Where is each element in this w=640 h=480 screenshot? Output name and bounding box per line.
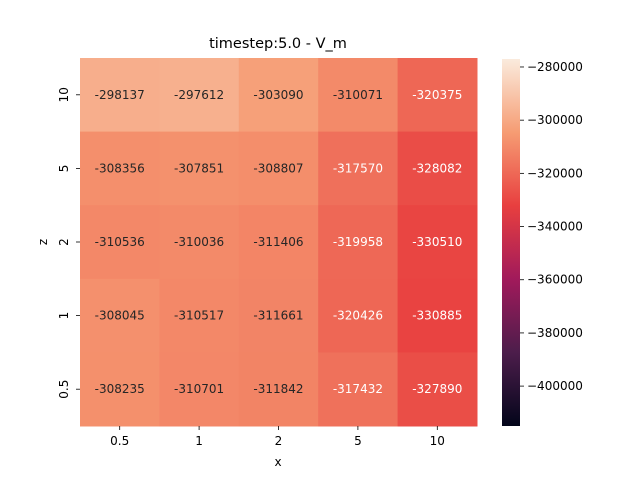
cell-value-label: -308235: [95, 382, 145, 396]
cell-value-label: -330885: [412, 309, 462, 323]
cell-value-label: -319958: [333, 235, 383, 249]
cell-value-label: -310071: [333, 88, 383, 102]
heatmap-cell: [397, 278, 478, 353]
cell-value-label: -310701: [174, 382, 224, 396]
y-axis: 10 5 2 1 0.5: [57, 87, 80, 399]
heatmap-cell: [80, 131, 160, 206]
heatmap-cell: [238, 131, 319, 206]
x-tick-label: 5: [354, 434, 362, 448]
y-tick-label: 0.5: [57, 380, 71, 399]
cell-value-label: -297612: [174, 88, 224, 102]
heatmap-cell: [159, 278, 240, 353]
heatmap-cells: [80, 58, 478, 427]
heatmap-cell: [397, 131, 478, 206]
cell-value-label: -310536: [95, 235, 145, 249]
cell-value-label: -308356: [95, 161, 145, 175]
cell-value-label: -308045: [95, 309, 145, 323]
cell-value-label: -311661: [253, 309, 303, 323]
heatmap-cell: [159, 205, 240, 280]
cell-value-label: -328082: [412, 161, 462, 175]
cell-value-label: -310517: [174, 309, 224, 323]
heatmap-cell: [318, 58, 399, 133]
cell-value-label: -307851: [174, 161, 224, 175]
colorbar-tick-label: −340000: [527, 220, 583, 234]
cell-value-label: -317570: [333, 161, 383, 175]
y-tick-label: 10: [57, 87, 71, 102]
colorbar-tick-label: −360000: [527, 273, 583, 287]
y-axis-label: z: [36, 239, 50, 245]
heatmap-cell: [80, 352, 160, 427]
heatmap-cell: [318, 131, 399, 206]
heatmap-cell: [397, 205, 478, 280]
cell-value-label: -327890: [412, 382, 462, 396]
x-tick-label: 0.5: [110, 434, 129, 448]
colorbar: [502, 59, 520, 426]
cell-value-label: -311406: [253, 235, 303, 249]
x-tick-label: 10: [430, 434, 445, 448]
cell-value-label: -330510: [412, 235, 462, 249]
cell-value-label: -311842: [253, 382, 303, 396]
cell-value-label: -317432: [333, 382, 383, 396]
cell-value-label: -320426: [333, 309, 383, 323]
cell-value-label: -303090: [253, 88, 303, 102]
heatmap-cell: [159, 352, 240, 427]
x-tick-label: 1: [195, 434, 203, 448]
y-tick-label: 1: [57, 312, 71, 320]
colorbar-tick-label: −400000: [527, 379, 583, 393]
x-tick-label: 2: [275, 434, 283, 448]
colorbar-tick-label: −300000: [527, 113, 583, 127]
heatmap-cell: [238, 278, 319, 353]
heatmap-cell: [80, 58, 160, 133]
heatmap-cell: [159, 131, 240, 206]
heatmap-cell: [80, 278, 160, 353]
x-axis-label: x: [274, 455, 281, 469]
colorbar-ticks: −280000 −300000 −320000 −340000 −360000 −3800…: [520, 60, 583, 393]
cell-value-label: -320375: [412, 88, 462, 102]
colorbar-tick-label: −280000: [527, 60, 583, 74]
chart-title: timestep:5.0 - V_m: [209, 36, 347, 52]
cell-value-label: -298137: [95, 88, 145, 102]
colorbar-tick-label: −320000: [527, 166, 583, 180]
heatmap-cell: [397, 352, 478, 427]
heatmap-cell: [238, 58, 319, 133]
heatmap-cell: [318, 205, 399, 280]
heatmap-cell: [159, 58, 240, 133]
heatmap-cell: [238, 205, 319, 280]
x-axis: 0.5 1 2 5 10: [110, 426, 445, 448]
colorbar-tick-label: −380000: [527, 326, 583, 340]
y-tick-label: 2: [57, 238, 71, 246]
y-tick-label: 5: [57, 165, 71, 173]
cell-value-label: -310036: [174, 235, 224, 249]
heatmap-cell: [238, 352, 319, 427]
heatmap-cell: [318, 352, 399, 427]
heatmap-cell: [80, 205, 160, 280]
heatmap-cell: [318, 278, 399, 353]
cell-value-labels: -298137 -297612 -303090 -310071 -320375 -3083…: [95, 88, 463, 396]
cell-value-label: -308807: [253, 161, 303, 175]
heatmap-cell: [397, 58, 478, 133]
